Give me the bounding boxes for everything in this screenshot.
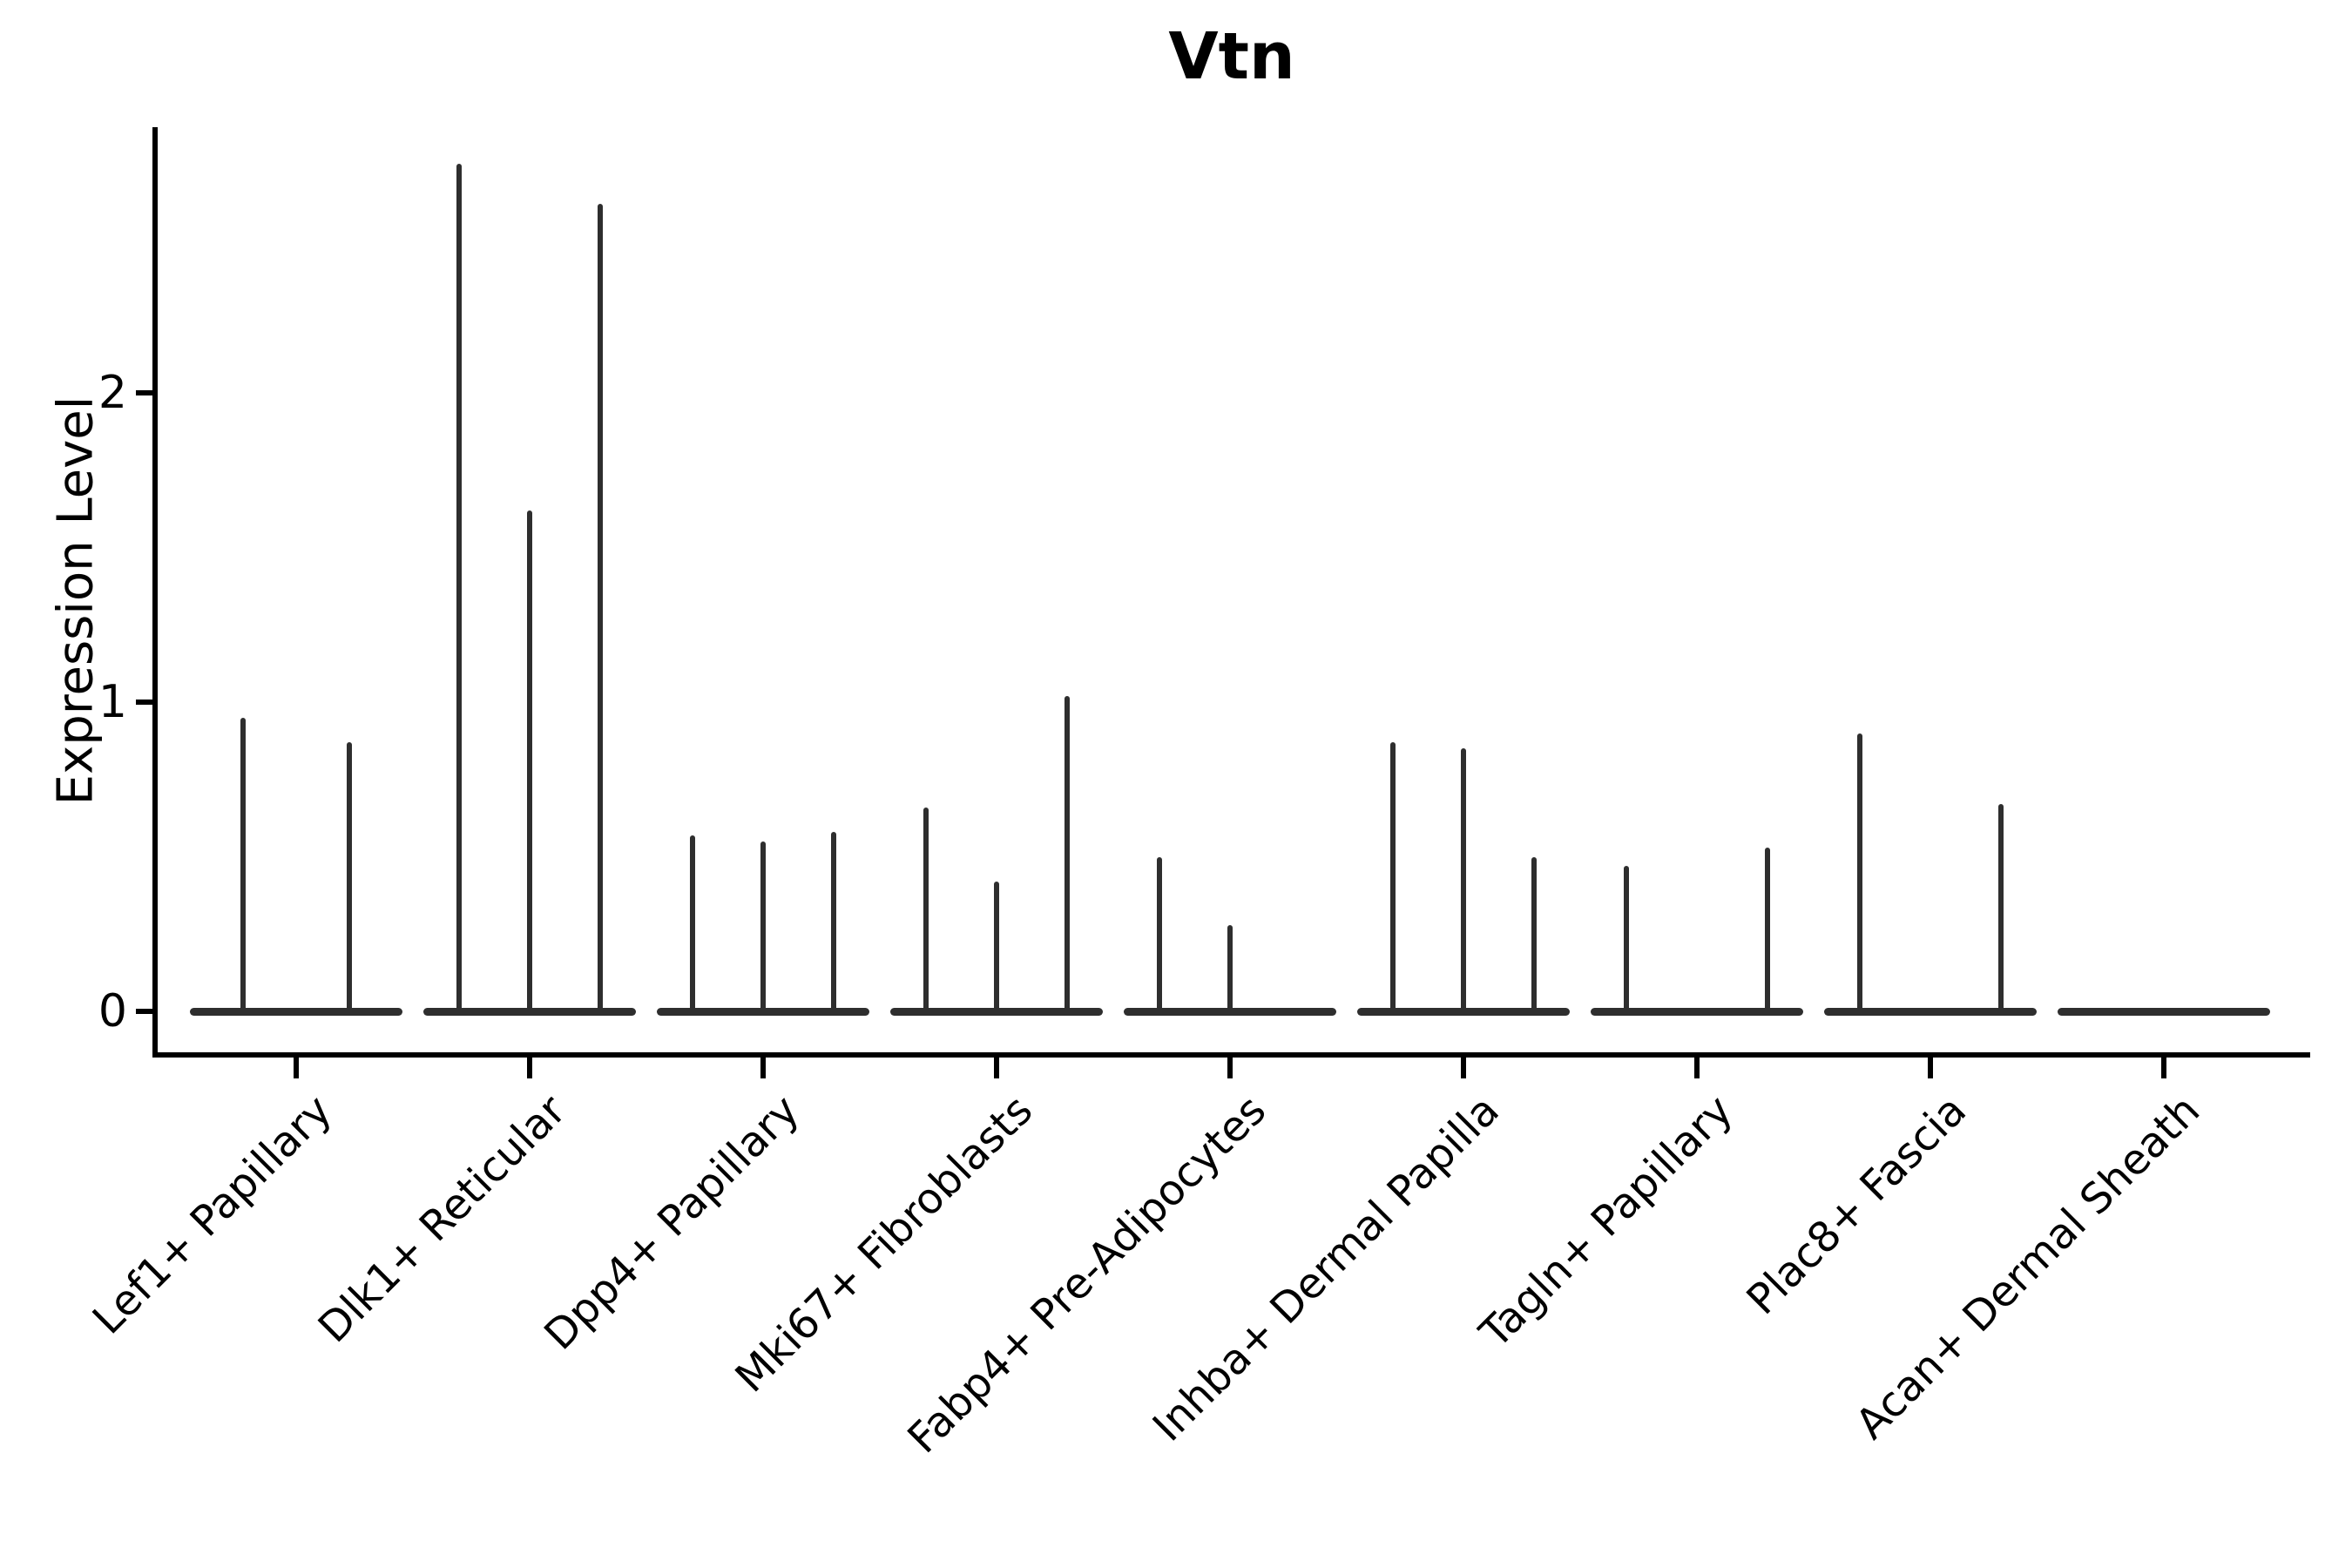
x-tick-mark <box>994 1058 999 1078</box>
violin-spike <box>1856 733 1862 1011</box>
x-tick-mark <box>760 1058 766 1078</box>
violin-spike <box>1389 742 1396 1011</box>
violin-body <box>1357 1008 1570 1016</box>
violin-body <box>423 1008 636 1016</box>
violin-body <box>1591 1008 1803 1016</box>
violin-spike <box>1531 856 1538 1011</box>
x-axis-spine <box>152 1052 2310 1058</box>
violin-spike <box>240 717 246 1011</box>
y-axis-spine <box>152 127 158 1058</box>
violin-spike <box>1765 847 1771 1011</box>
violin-body <box>1124 1008 1336 1016</box>
violin-spike <box>456 164 462 1011</box>
violin-spike <box>598 204 604 1011</box>
x-tick-mark <box>527 1058 532 1078</box>
violin-spike <box>1064 695 1071 1011</box>
y-axis-label: Expression Level <box>47 395 105 806</box>
violin-spike <box>347 742 352 1011</box>
y-tick-label: 0 <box>98 985 127 1037</box>
x-tick-mark <box>2161 1058 2166 1078</box>
violin-spike <box>831 832 837 1011</box>
x-tick-mark <box>1461 1058 1466 1078</box>
x-tick-mark <box>1694 1058 1700 1078</box>
y-tick-label: 2 <box>98 367 127 419</box>
violin-body <box>657 1008 869 1016</box>
x-tick-mark <box>1227 1058 1233 1078</box>
x-tick-label: Dlk1+ Reticular <box>308 1085 576 1353</box>
violin-spike <box>1156 856 1162 1011</box>
chart-title: Vtn <box>1168 19 1295 94</box>
violin-spike <box>1623 866 1629 1011</box>
x-tick-mark <box>1928 1058 1933 1078</box>
violin-body <box>190 1008 402 1016</box>
violin-spike <box>1998 804 2004 1011</box>
x-tick-label: Tagln+ Papillary <box>1470 1085 1743 1358</box>
violin-spike <box>994 881 999 1011</box>
violin-body <box>890 1008 1103 1016</box>
violin-spike <box>527 510 532 1011</box>
y-tick-mark <box>136 700 155 705</box>
violin-body <box>2058 1008 2270 1016</box>
violin-spike <box>689 835 695 1011</box>
y-tick-mark <box>136 1009 155 1014</box>
violin-spike <box>1461 748 1466 1011</box>
y-tick-mark <box>136 390 155 395</box>
violin-spike <box>1227 924 1233 1011</box>
y-tick-label: 1 <box>98 676 127 728</box>
violin-spike <box>923 807 929 1011</box>
violin-body <box>1824 1008 2037 1016</box>
x-tick-label: Dpp4+ Papillary <box>535 1085 809 1360</box>
x-tick-label: Lef1+ Papillary <box>84 1085 342 1344</box>
violin-spike <box>760 841 766 1011</box>
x-tick-label: Plac8+ Fascia <box>1737 1085 1977 1325</box>
x-tick-mark <box>294 1058 299 1078</box>
